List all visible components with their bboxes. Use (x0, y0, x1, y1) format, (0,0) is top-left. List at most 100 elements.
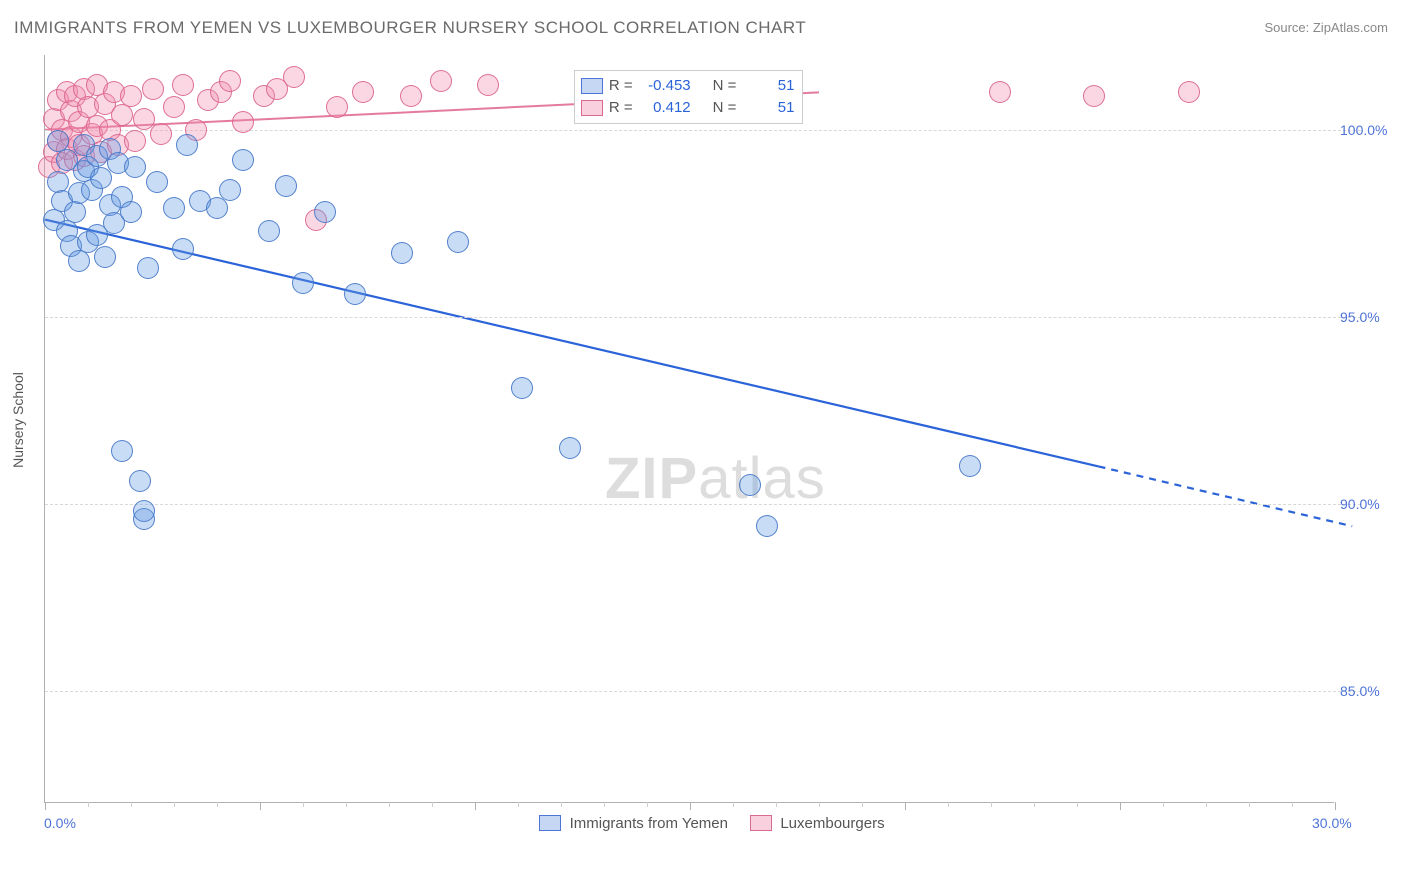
x-tick-major (905, 802, 906, 810)
gridline (45, 691, 1361, 692)
r-value-pink: 0.412 (639, 97, 691, 119)
scatter-point-blue (129, 470, 151, 492)
scatter-point-blue (90, 167, 112, 189)
scatter-point-pink (219, 70, 241, 92)
chart-title: IMMIGRANTS FROM YEMEN VS LUXEMBOURGER NU… (14, 18, 806, 38)
legend-row-blue: R = -0.453 N = 51 (581, 75, 795, 97)
scatter-point-blue (559, 437, 581, 459)
x-tick-minor (217, 802, 218, 807)
scatter-point-blue (64, 201, 86, 223)
x-tick-minor (604, 802, 605, 807)
swatch-blue-icon (581, 78, 603, 94)
scatter-point-blue (959, 455, 981, 477)
n-label: N = (713, 75, 737, 97)
x-tick-minor (88, 802, 89, 807)
x-tick-minor (303, 802, 304, 807)
scatter-point-pink (477, 74, 499, 96)
x-tick-minor (561, 802, 562, 807)
legend-series-a: Immigrants from Yemen (570, 815, 728, 832)
scatter-point-blue (163, 197, 185, 219)
gridline (45, 317, 1361, 318)
x-tick-minor (1034, 802, 1035, 807)
x-tick-minor (174, 802, 175, 807)
gridline (45, 504, 1361, 505)
scatter-point-blue (206, 197, 228, 219)
x-tick-minor (1249, 802, 1250, 807)
regression-line (45, 220, 1099, 467)
x-tick-minor (948, 802, 949, 807)
scatter-point-blue (172, 238, 194, 260)
scatter-point-blue (275, 175, 297, 197)
scatter-point-blue (111, 440, 133, 462)
swatch-blue-icon (539, 815, 561, 831)
x-tick-minor (647, 802, 648, 807)
y-axis-title: Nursery School (10, 372, 26, 468)
scatter-point-blue (344, 283, 366, 305)
n-value-pink: 51 (742, 97, 794, 119)
x-tick-minor (819, 802, 820, 807)
x-tick-minor (1206, 802, 1207, 807)
legend-series: Immigrants from Yemen Luxembourgers (0, 815, 1406, 832)
scatter-point-pink (163, 96, 185, 118)
legend-row-pink: R = 0.412 N = 51 (581, 97, 795, 119)
scatter-point-blue (447, 231, 469, 253)
scatter-point-blue (137, 257, 159, 279)
swatch-pink-icon (581, 100, 603, 116)
n-label: N = (713, 97, 737, 119)
r-label: R = (609, 75, 633, 97)
n-value-blue: 51 (742, 75, 794, 97)
watermark-atlas: atlas (698, 446, 826, 511)
x-tick-minor (389, 802, 390, 807)
scatter-point-pink (352, 81, 374, 103)
source-credit: Source: ZipAtlas.com (1264, 20, 1388, 35)
scatter-point-pink (232, 111, 254, 133)
y-tick-label: 90.0% (1340, 496, 1400, 512)
r-value-blue: -0.453 (639, 75, 691, 97)
x-tick-minor (1077, 802, 1078, 807)
watermark: ZIPatlas (605, 445, 826, 512)
scatter-point-blue (133, 500, 155, 522)
swatch-pink-icon (750, 815, 772, 831)
y-tick-label: 95.0% (1340, 309, 1400, 325)
scatter-point-blue (94, 246, 116, 268)
scatter-point-blue (176, 134, 198, 156)
scatter-point-pink (142, 78, 164, 100)
x-tick-major (475, 802, 476, 810)
y-tick-label: 100.0% (1340, 122, 1400, 138)
scatter-point-pink (172, 74, 194, 96)
scatter-point-pink (1178, 81, 1200, 103)
x-tick-minor (1163, 802, 1164, 807)
x-tick-minor (776, 802, 777, 807)
scatter-point-pink (326, 96, 348, 118)
x-tick-minor (518, 802, 519, 807)
x-tick-major (690, 802, 691, 810)
watermark-zip: ZIP (605, 446, 698, 511)
scatter-point-blue (739, 474, 761, 496)
scatter-point-blue (258, 220, 280, 242)
y-tick-label: 85.0% (1340, 683, 1400, 699)
scatter-point-blue (219, 179, 241, 201)
x-tick-minor (1292, 802, 1293, 807)
scatter-point-blue (232, 149, 254, 171)
scatter-point-blue (124, 156, 146, 178)
plot-area: ZIPatlas R = -0.453 N = 51 R = 0.412 N =… (44, 55, 1334, 803)
source-label: Source: (1264, 20, 1312, 35)
scatter-point-pink (111, 104, 133, 126)
x-tick-major (1120, 802, 1121, 810)
x-tick-major (260, 802, 261, 810)
scatter-point-pink (1083, 85, 1105, 107)
scatter-point-pink (283, 66, 305, 88)
x-tick-minor (432, 802, 433, 807)
scatter-point-blue (146, 171, 168, 193)
scatter-point-pink (120, 85, 142, 107)
legend-correlation-box: R = -0.453 N = 51 R = 0.412 N = 51 (574, 70, 804, 124)
source-value: ZipAtlas.com (1313, 20, 1388, 35)
scatter-point-blue (314, 201, 336, 223)
scatter-point-pink (150, 123, 172, 145)
scatter-point-pink (989, 81, 1011, 103)
x-tick-minor (131, 802, 132, 807)
scatter-point-blue (756, 515, 778, 537)
x-tick-minor (862, 802, 863, 807)
regression-line (1099, 466, 1353, 526)
x-tick-minor (991, 802, 992, 807)
